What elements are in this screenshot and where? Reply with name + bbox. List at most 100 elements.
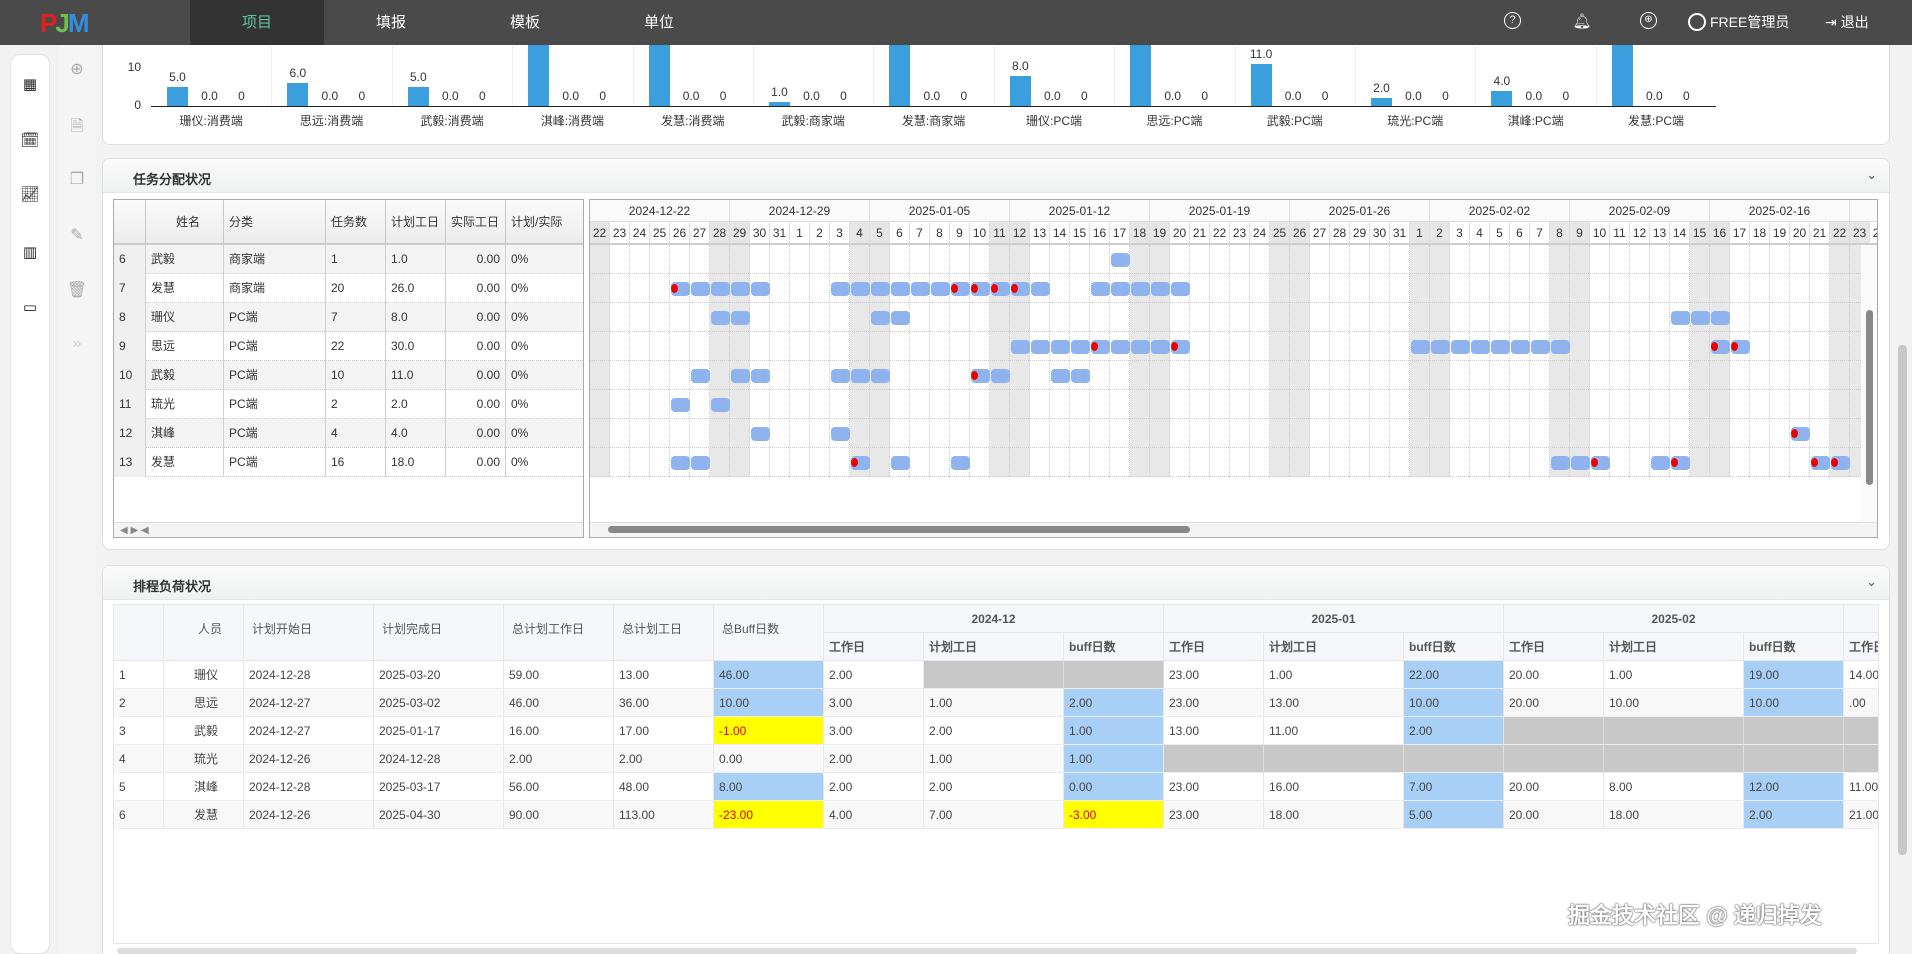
task-bar[interactable] — [1151, 282, 1170, 296]
task-bar[interactable] — [1051, 369, 1070, 383]
table-row[interactable]: 10 武毅 PC端 10 11.0 0.00 0% — [114, 361, 583, 390]
globe-icon[interactable]: ⊕ — [1640, 12, 1657, 29]
task-bar[interactable] — [1111, 253, 1130, 267]
table-row[interactable]: 2 思远 2024-12-27 2025-03-02 46.00 36.00 10.00 3.… — [114, 689, 1878, 717]
task-bar[interactable] — [731, 282, 750, 296]
card-header[interactable]: 排程负荷状况 ⌄ — [103, 566, 1889, 600]
task-bar[interactable] — [751, 369, 770, 383]
question-circle-icon[interactable]: ? — [1504, 12, 1521, 29]
task-bar[interactable] — [871, 311, 890, 325]
task-bar[interactable] — [1011, 340, 1030, 354]
task-bar[interactable] — [1131, 282, 1150, 296]
task-bar[interactable] — [731, 369, 750, 383]
task-bar[interactable] — [1431, 340, 1450, 354]
table-row[interactable]: 9 思远 PC端 22 30.0 0.00 0% — [114, 332, 583, 361]
nav-tab-unit[interactable]: 单位 — [643, 14, 674, 31]
task-bar[interactable] — [831, 369, 850, 383]
task-bar[interactable] — [1031, 340, 1050, 354]
table-row[interactable]: 7 发慧 商家端 20 26.0 0.00 0% — [114, 274, 583, 303]
end-date-header[interactable]: 计划完成日 — [374, 605, 504, 661]
task-bar[interactable] — [671, 398, 690, 412]
task-bar[interactable] — [1551, 340, 1570, 354]
task-bar[interactable] — [1171, 282, 1190, 296]
trash-icon[interactable]: 🗑︎ — [66, 282, 88, 299]
copy-icon[interactable]: ❐ — [69, 171, 85, 188]
task-bar[interactable] — [911, 282, 930, 296]
ratio-header[interactable]: 计划/实际 — [506, 200, 583, 245]
table-row[interactable]: 5 淇峰 2024-12-28 2025-03-17 56.00 48.00 8.00 2.0… — [114, 773, 1878, 801]
task-bar[interactable] — [1511, 340, 1530, 354]
task-bar[interactable] — [691, 456, 710, 470]
table-row[interactable]: 4 琉光 2024-12-26 2024-12-28 2.00 2.00 0.00 2.00 1… — [114, 745, 1878, 773]
calendar-check-icon[interactable]: 🗓︎ — [20, 132, 40, 149]
task-bar[interactable] — [1091, 282, 1110, 296]
task-bar[interactable] — [751, 282, 770, 296]
chevron-down-icon[interactable]: ⌄ — [1866, 167, 1877, 182]
task-bar[interactable] — [991, 369, 1010, 383]
task-bar[interactable] — [711, 282, 730, 296]
task-bar[interactable] — [1071, 340, 1090, 354]
total-workdays-header[interactable]: 总计划工作日 — [504, 605, 614, 661]
task-bar[interactable] — [1571, 456, 1590, 470]
card-header[interactable]: 任务分配状况 ⌄ — [103, 159, 1889, 193]
task-bar[interactable] — [951, 456, 970, 470]
task-bar[interactable] — [1451, 340, 1470, 354]
task-bar[interactable] — [691, 282, 710, 296]
table-row[interactable]: 12 淇峰 PC端 4 4.0 0.00 0% — [114, 419, 583, 448]
screen-icon[interactable]: ▭ — [22, 299, 38, 316]
horizontal-scrollbar[interactable] — [117, 948, 1857, 954]
task-bar[interactable] — [891, 282, 910, 296]
task-bar[interactable] — [1491, 340, 1510, 354]
table-row[interactable]: 13 发慧 PC端 16 18.0 0.00 0% — [114, 448, 583, 477]
table-row[interactable]: 11 琉光 PC端 2 2.0 0.00 0% — [114, 390, 583, 419]
books-icon[interactable]: ▥ — [22, 244, 38, 261]
task-bar[interactable] — [1651, 456, 1670, 470]
new-document-icon[interactable]: 🗎︎ — [70, 118, 84, 135]
expand-icon[interactable]: » — [72, 335, 82, 352]
table-row[interactable]: 6 武毅 商家端 1 1.0 0.00 0% — [114, 245, 583, 274]
task-bar[interactable] — [1111, 282, 1130, 296]
task-count-header[interactable]: 任务数 — [326, 200, 386, 245]
edit-icon[interactable]: ✎ — [70, 227, 84, 244]
task-bar[interactable] — [871, 282, 890, 296]
task-bar[interactable] — [1691, 311, 1710, 325]
task-bar[interactable] — [851, 282, 870, 296]
task-bar[interactable] — [751, 427, 770, 441]
table-row[interactable]: 3 武毅 2024-12-27 2025-01-17 16.00 17.00 -1.00 3.… — [114, 717, 1878, 745]
task-bar[interactable] — [671, 456, 690, 470]
nav-tab-template[interactable]: 模板 — [509, 14, 540, 31]
total-buff-header[interactable]: 总Buff日数 — [714, 605, 824, 661]
table-row[interactable]: 8 珊仪 PC端 7 8.0 0.00 0% — [114, 303, 583, 332]
task-bar[interactable] — [1131, 340, 1150, 354]
actual-days-header[interactable]: 实际工日 — [446, 200, 506, 245]
task-bar[interactable] — [1471, 340, 1490, 354]
task-bar[interactable] — [1031, 282, 1050, 296]
task-bar[interactable] — [851, 369, 870, 383]
nav-tab-projects[interactable]: 项目 — [190, 0, 324, 45]
horizontal-scrollbar[interactable] — [590, 522, 1877, 537]
task-bar[interactable] — [931, 282, 950, 296]
bell-icon[interactable]: 🔔︎ — [1572, 13, 1592, 30]
task-bar[interactable] — [831, 427, 850, 441]
user-menu[interactable]: FREE管理员 — [1688, 0, 1789, 45]
task-bar[interactable] — [1051, 340, 1070, 354]
task-bar[interactable] — [711, 311, 730, 325]
task-bar[interactable] — [1151, 340, 1170, 354]
person-header[interactable]: 人员 — [164, 605, 244, 661]
chevron-down-icon[interactable]: ⌄ — [1866, 574, 1877, 589]
task-bar[interactable] — [831, 282, 850, 296]
name-header[interactable]: 姓名 — [146, 200, 224, 245]
scrollbar-thumb[interactable] — [608, 526, 1190, 533]
task-bar[interactable] — [1411, 340, 1430, 354]
planned-days-header[interactable]: 计划工日 — [386, 200, 446, 245]
task-bar[interactable] — [731, 311, 750, 325]
grid-icon[interactable]: ▦ — [22, 76, 38, 93]
task-bar[interactable] — [1671, 311, 1690, 325]
row-number-header[interactable] — [114, 200, 146, 245]
category-header[interactable]: 分类 — [224, 200, 326, 245]
monitor-chart-icon[interactable]: 📈︎ — [20, 186, 40, 203]
task-bar[interactable] — [1551, 456, 1570, 470]
row-number-header[interactable] — [114, 605, 164, 661]
task-bar[interactable] — [1711, 311, 1730, 325]
table-row[interactable]: 6 发慧 2024-12-26 2025-04-30 90.00 113.00 -23.00… — [114, 801, 1878, 829]
